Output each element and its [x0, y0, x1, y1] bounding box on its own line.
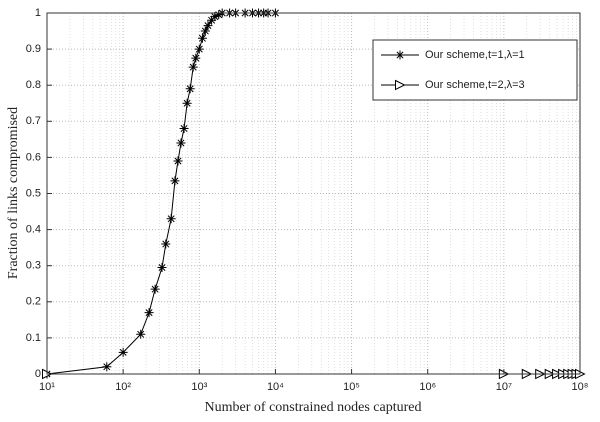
- marker: [182, 98, 192, 108]
- y-tick-label: 0.2: [26, 296, 41, 308]
- marker: [166, 214, 176, 224]
- legend-marker: [395, 79, 406, 91]
- marker: [144, 308, 154, 318]
- x-tick-label: 10⁶: [419, 381, 436, 393]
- x-tick-label: 10⁷: [496, 381, 512, 393]
- y-tick-label: 0.4: [26, 224, 41, 236]
- x-tick-label: 10²: [115, 381, 131, 393]
- marker: [197, 33, 207, 43]
- marker: [194, 44, 204, 54]
- y-tick-label: 0.9: [26, 43, 41, 55]
- y-tick-label: 0.5: [26, 187, 41, 199]
- y-tick-label: 0.6: [26, 151, 41, 163]
- marker: [185, 84, 195, 94]
- legend-box: [372, 39, 578, 101]
- x-tick-label: 10⁴: [267, 381, 284, 393]
- marker: [173, 156, 183, 166]
- y-tick-label: 0.1: [26, 332, 41, 344]
- marker: [102, 362, 112, 372]
- y-tick-label: 1: [35, 7, 41, 19]
- marker: [207, 15, 217, 25]
- marker: [179, 124, 189, 134]
- x-axis-label: Number of constrained nodes captured: [205, 400, 422, 415]
- x-tick-label: 10¹: [39, 381, 55, 393]
- marker: [170, 176, 180, 186]
- marker: [118, 347, 128, 357]
- marker: [210, 12, 220, 22]
- marker: [191, 53, 201, 63]
- x-tick-label: 10³: [191, 381, 207, 393]
- legend-marker: [395, 50, 405, 60]
- marker: [157, 263, 167, 273]
- marker: [161, 239, 171, 249]
- marker: [150, 284, 160, 294]
- marker: [214, 10, 224, 20]
- y-axis-label: Fraction of links compromised: [6, 107, 21, 279]
- marker: [188, 62, 198, 72]
- x-tick-label: 10⁸: [572, 381, 589, 393]
- y-tick-label: 0.3: [26, 260, 41, 272]
- marker: [200, 26, 210, 36]
- marker: [136, 329, 146, 339]
- y-tick-label: 0.7: [26, 115, 41, 127]
- legend-label: Our scheme,t=1,λ=1: [425, 49, 525, 61]
- y-tick-label: 0: [35, 368, 41, 380]
- y-tick-label: 0.8: [26, 79, 41, 91]
- x-tick-label: 10⁵: [343, 381, 360, 393]
- marker: [176, 138, 186, 148]
- legend-label: Our scheme,t=2,λ=3: [425, 79, 525, 91]
- marker: [203, 21, 213, 31]
